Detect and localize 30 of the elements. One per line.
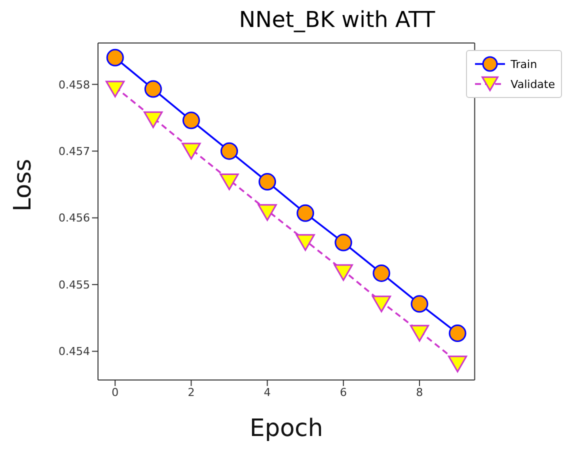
point: [296, 204, 314, 222]
x-axis-title: Epoch: [250, 414, 324, 442]
point: [258, 173, 276, 191]
point: [182, 142, 201, 160]
y-tick-label: 0.456: [58, 212, 90, 225]
point: [334, 264, 353, 281]
x-tick-label: 0: [112, 386, 119, 399]
chart-title: NNet_BK with ATT: [238, 8, 436, 35]
point: [410, 324, 430, 342]
x-tick-label: 4: [264, 386, 271, 399]
point: [258, 204, 277, 221]
x-tick-label: 8: [416, 386, 424, 399]
point: [372, 296, 392, 312]
y-tick-label: 0.457: [58, 145, 90, 158]
legend-label: Validate: [510, 78, 555, 90]
x-tick-label: 2: [188, 386, 195, 399]
point: [448, 356, 468, 372]
x-tick-label: 6: [340, 386, 347, 399]
y-tick-label: 0.454: [58, 345, 90, 358]
point: [182, 112, 200, 130]
point: [334, 234, 352, 252]
point: [106, 48, 124, 66]
y-axis-title: Loss: [8, 158, 37, 212]
point: [144, 80, 162, 98]
y-tick-label: 0.455: [58, 278, 90, 292]
point: [220, 142, 238, 160]
point: [220, 173, 239, 190]
legend-label: Train: [510, 58, 538, 70]
point: [296, 234, 315, 251]
y-tick-label: 0.458: [58, 78, 90, 92]
